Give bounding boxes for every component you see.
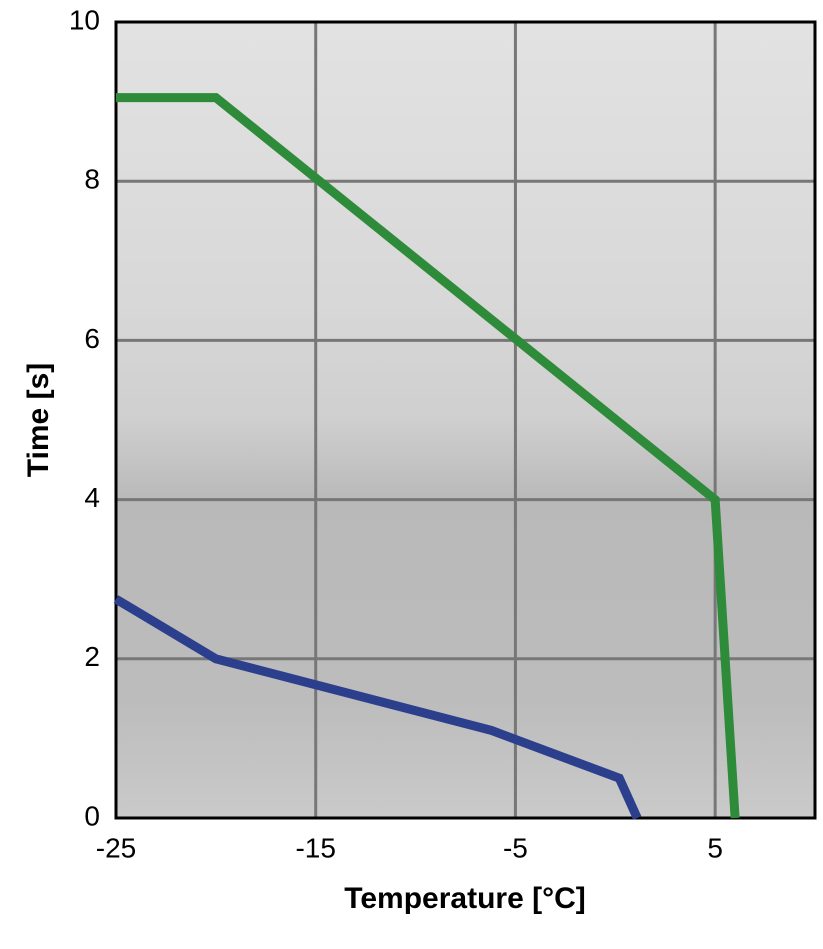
y-tick-label: 4 <box>84 482 100 513</box>
x-axis-title: Temperature [°C] <box>344 882 585 915</box>
y-tick-label: 2 <box>84 641 100 672</box>
y-tick-label: 10 <box>69 4 100 35</box>
chart: Temperature [°C] Time [s] 0 2 4 6 8 10 -25 -15 -… <box>0 0 823 949</box>
x-tick-label: -5 <box>503 832 528 863</box>
y-axis-title: Time [s] <box>22 363 55 477</box>
x-tick-label: -15 <box>295 832 335 863</box>
y-tick-label: 8 <box>84 164 100 195</box>
x-tick-label: 5 <box>707 832 723 863</box>
plot-background <box>116 22 815 818</box>
y-tick-label: 0 <box>84 800 100 831</box>
y-tick-label: 6 <box>84 323 100 354</box>
page: Temperature [°C] Time [s] 0 2 4 6 8 10 -25 -15 -… <box>0 0 823 949</box>
x-tick-label: -25 <box>96 832 136 863</box>
